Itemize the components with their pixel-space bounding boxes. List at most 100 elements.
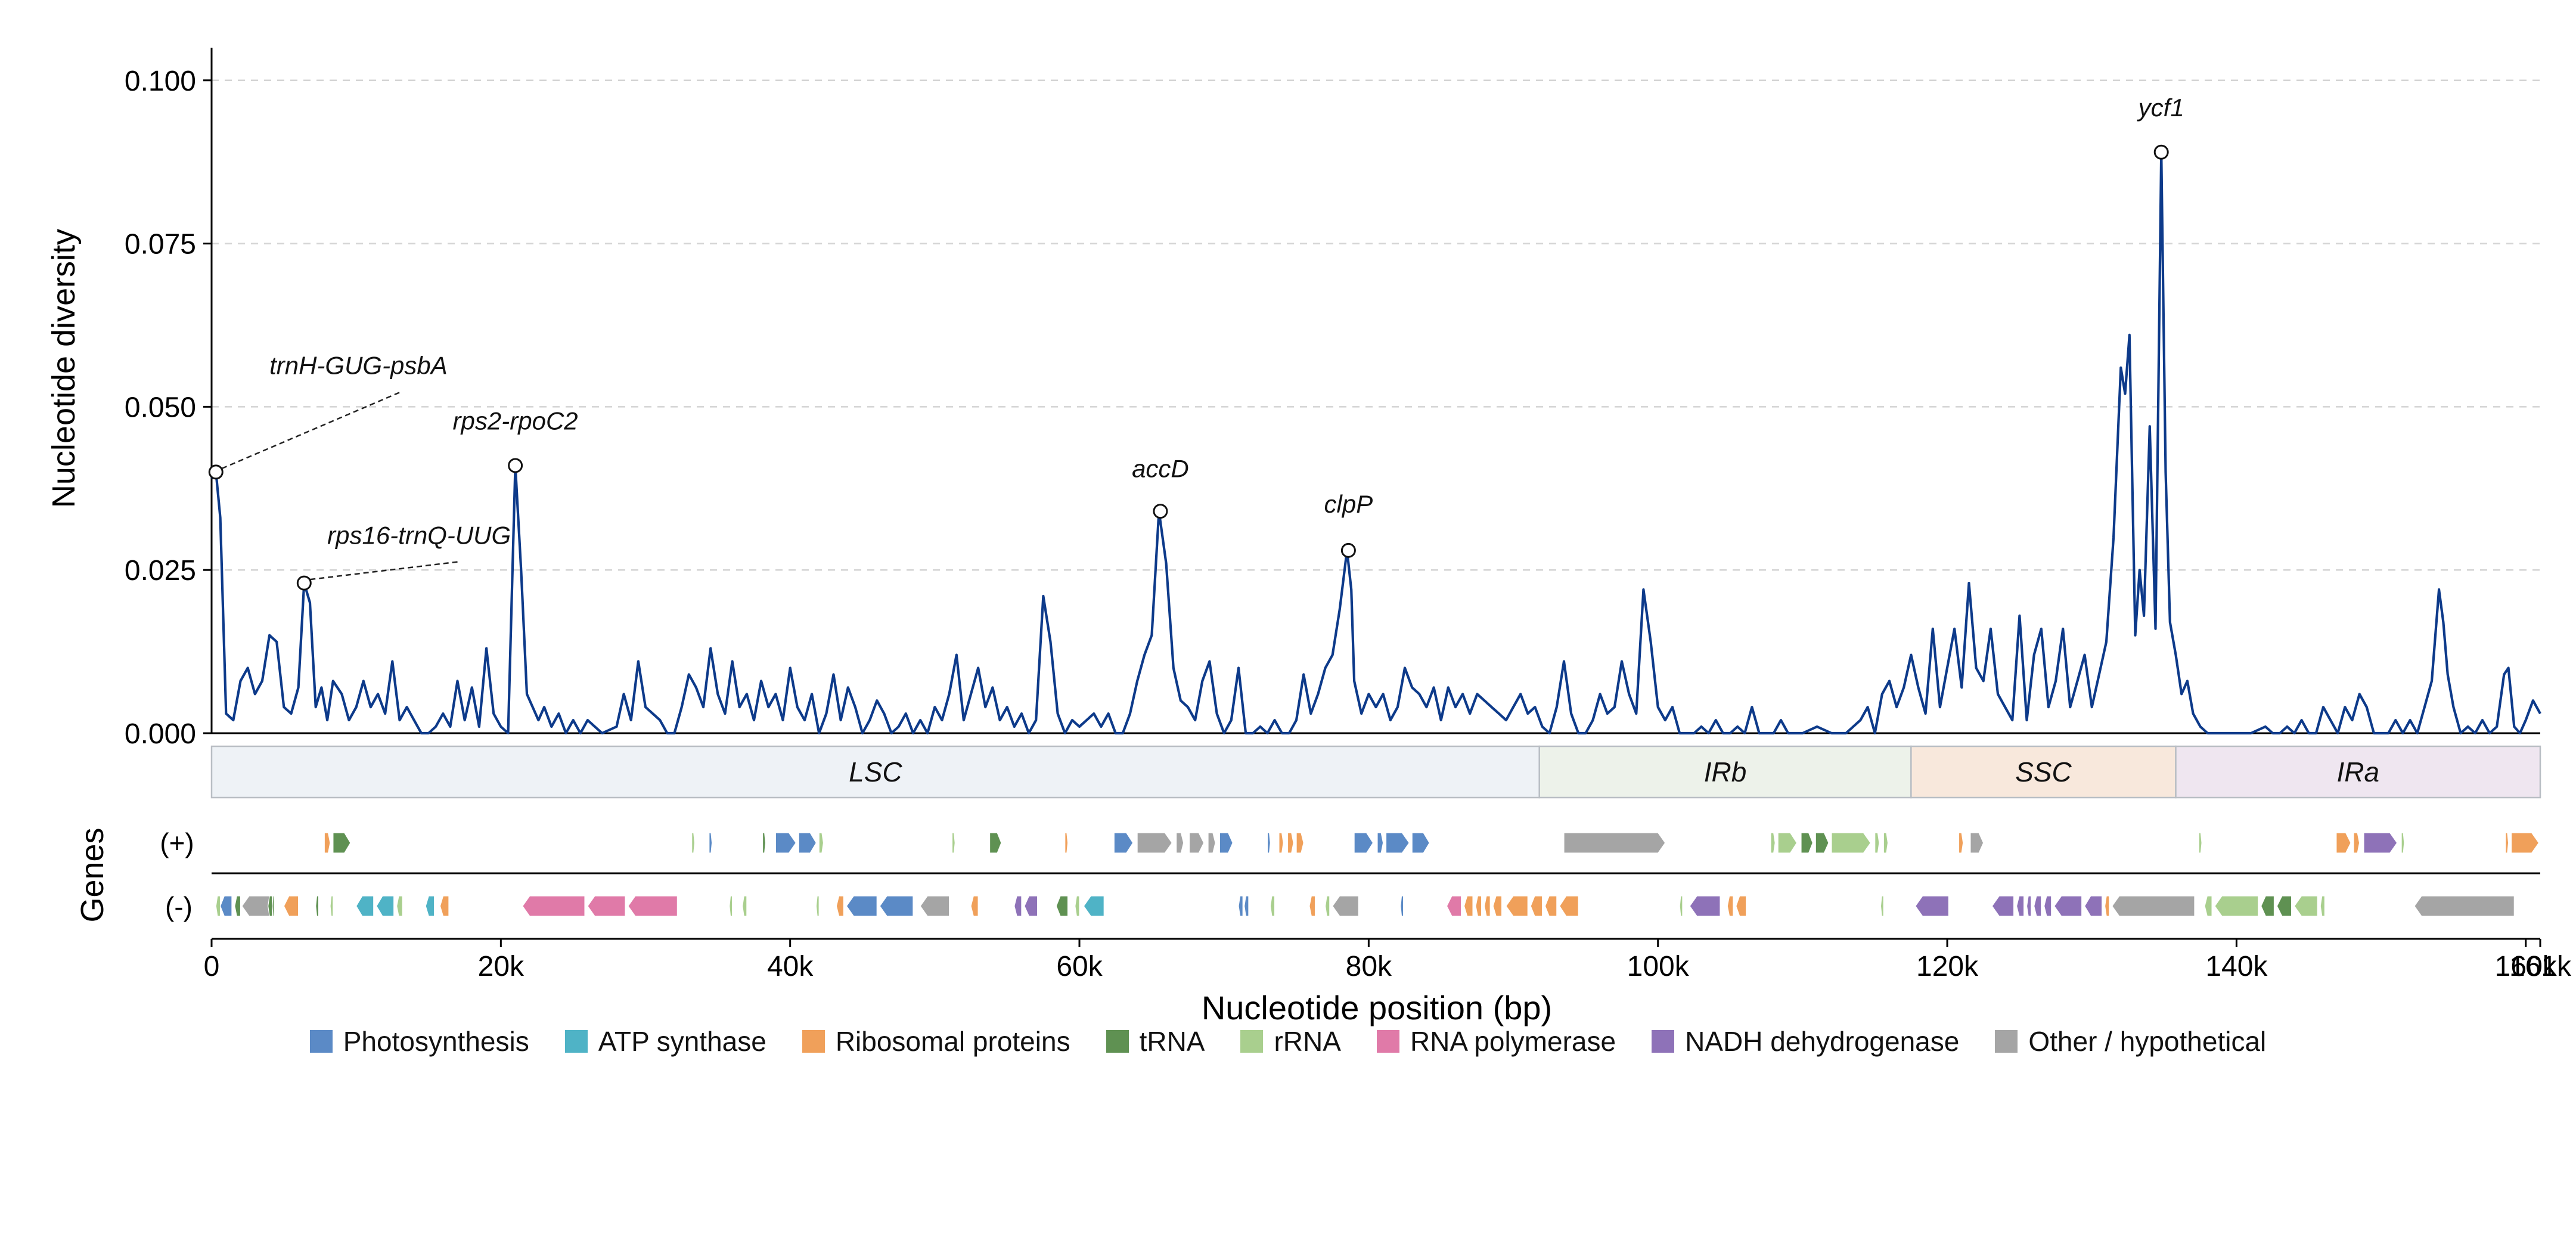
y-tick-label: 0.050 [125,392,196,423]
gene-arrow [1914,895,1950,917]
legend-item: ATP synthase [564,1025,766,1057]
legend-swatch [1376,1030,1399,1053]
gene-arrow [2204,895,2212,917]
gene-arrow [2044,895,2052,917]
gene-arrow [1287,832,1294,854]
gene-arrow [1014,895,1022,917]
gene-arrow [355,895,374,917]
gene-arrow [2276,895,2292,917]
x-tick-label: 140k [2205,951,2268,982]
gene-arrow [1727,895,1734,917]
gene-arrow [846,895,877,917]
gene-arrow [1278,832,1284,854]
gene-arrow [1544,895,1557,917]
gene-arrow [709,832,713,854]
gene-arrow [2510,832,2540,854]
y-tick-label: 0.000 [125,718,196,750]
gene-arrow [1883,832,1889,854]
peak-marker [2153,144,2169,160]
legend-label: tRNA [1139,1026,1205,1057]
gene-arrow [1238,895,1243,917]
x-tick-label: 40k [767,951,814,982]
gene-arrow [283,895,299,917]
gene-arrow [1777,832,1798,854]
gene-arrow [330,895,334,917]
gene-arrow [1411,832,1430,854]
legend-item: Photosynthesis [309,1025,529,1057]
diversity-line [210,151,2541,735]
gene-arrow [1736,895,1747,917]
x-tick-label: 100k [1627,951,1690,982]
gene-arrow [1324,895,1330,917]
legend-item: tRNA [1106,1025,1205,1057]
legend-swatch [802,1030,825,1053]
gene-arrow [587,895,626,917]
gene-arrow [2401,832,2405,854]
gene-arrow [1463,895,1473,917]
legend-label: Other / hypothetical [2028,1026,2267,1057]
x-tick-label: 161k [2509,951,2572,982]
peak-annotations: trnH-GUG-psbA rps16-trnQ-UUG rps2-rpoC2 acc… [208,94,2184,591]
gene-arrow [1176,832,1184,854]
gene-arrow [375,895,395,917]
x-tick-label: 20k [478,951,524,982]
gene-arrow [425,895,435,917]
x-tick-label: 60k [1056,951,1103,982]
y-axis-label: Nucleotide diversity [46,229,82,508]
region-bar: LSC IRb SSC IRa [210,745,2541,799]
y-tick-label: 0.025 [125,555,196,587]
region-label: IRb [1704,756,1747,787]
peak-label: ycf1 [2137,94,2184,122]
x-tick-label: 0 [204,951,220,982]
gene-arrow [1354,832,1374,854]
gene-arrow [2026,895,2032,917]
gene-arrow [836,895,845,917]
gene-arrow [762,832,766,854]
gene-arrow [1075,895,1080,917]
gene-arrow [1024,895,1038,917]
legend-item: rRNA [1240,1025,1341,1057]
gene-arrow [775,832,797,854]
gene-arrow [1083,895,1104,917]
peak-label: trnH-GUG-psbA [269,352,448,380]
gene-arrow [333,832,351,854]
gene-arrow [2363,832,2398,854]
peak-label: accD [1132,455,1189,483]
gene-arrow [1244,895,1249,917]
peak-leader [310,561,459,581]
x-axis-label: Nucleotide position (bp) [1202,989,1552,1026]
gene-arrow [1137,832,1173,854]
gene-arrow [1113,832,1134,854]
gene-arrow [1880,895,1884,917]
gene-arrow [2198,832,2202,854]
gene-arrow [1400,895,1404,917]
gene-arrow [2104,895,2110,917]
gene-track [212,832,2540,917]
gene-arrow [2505,832,2509,854]
gene-arrow [951,832,955,854]
legend: Photosynthesis ATP synthase Ribosomal prot… [0,1025,2576,1057]
gene-arrow [798,832,817,854]
region-box [1910,745,2177,799]
gene-arrow [1559,895,1579,917]
legend-label: Photosynthesis [343,1026,529,1057]
gene-arrow [1815,832,1829,854]
gene-arrow [1770,832,1776,854]
gene-arrow [324,832,331,854]
gene-arrow [1332,895,1359,917]
gene-arrow [1831,832,1872,854]
gene-arrow [234,895,241,917]
gene-arrow [1506,895,1528,917]
x-tick-label: 160k [2495,951,2558,982]
legend-label: RNA polymerase [1410,1026,1616,1057]
region-box [210,745,1540,799]
y-tick-label: 0.100 [125,66,196,97]
peak-marker [208,464,224,480]
peak-marker [1153,504,1168,519]
gene-arrow [2084,895,2103,917]
gene-arrow [2320,895,2326,917]
gene-arrow [729,895,733,917]
gene-arrow [1270,895,1275,917]
gene-arrow [815,895,820,917]
